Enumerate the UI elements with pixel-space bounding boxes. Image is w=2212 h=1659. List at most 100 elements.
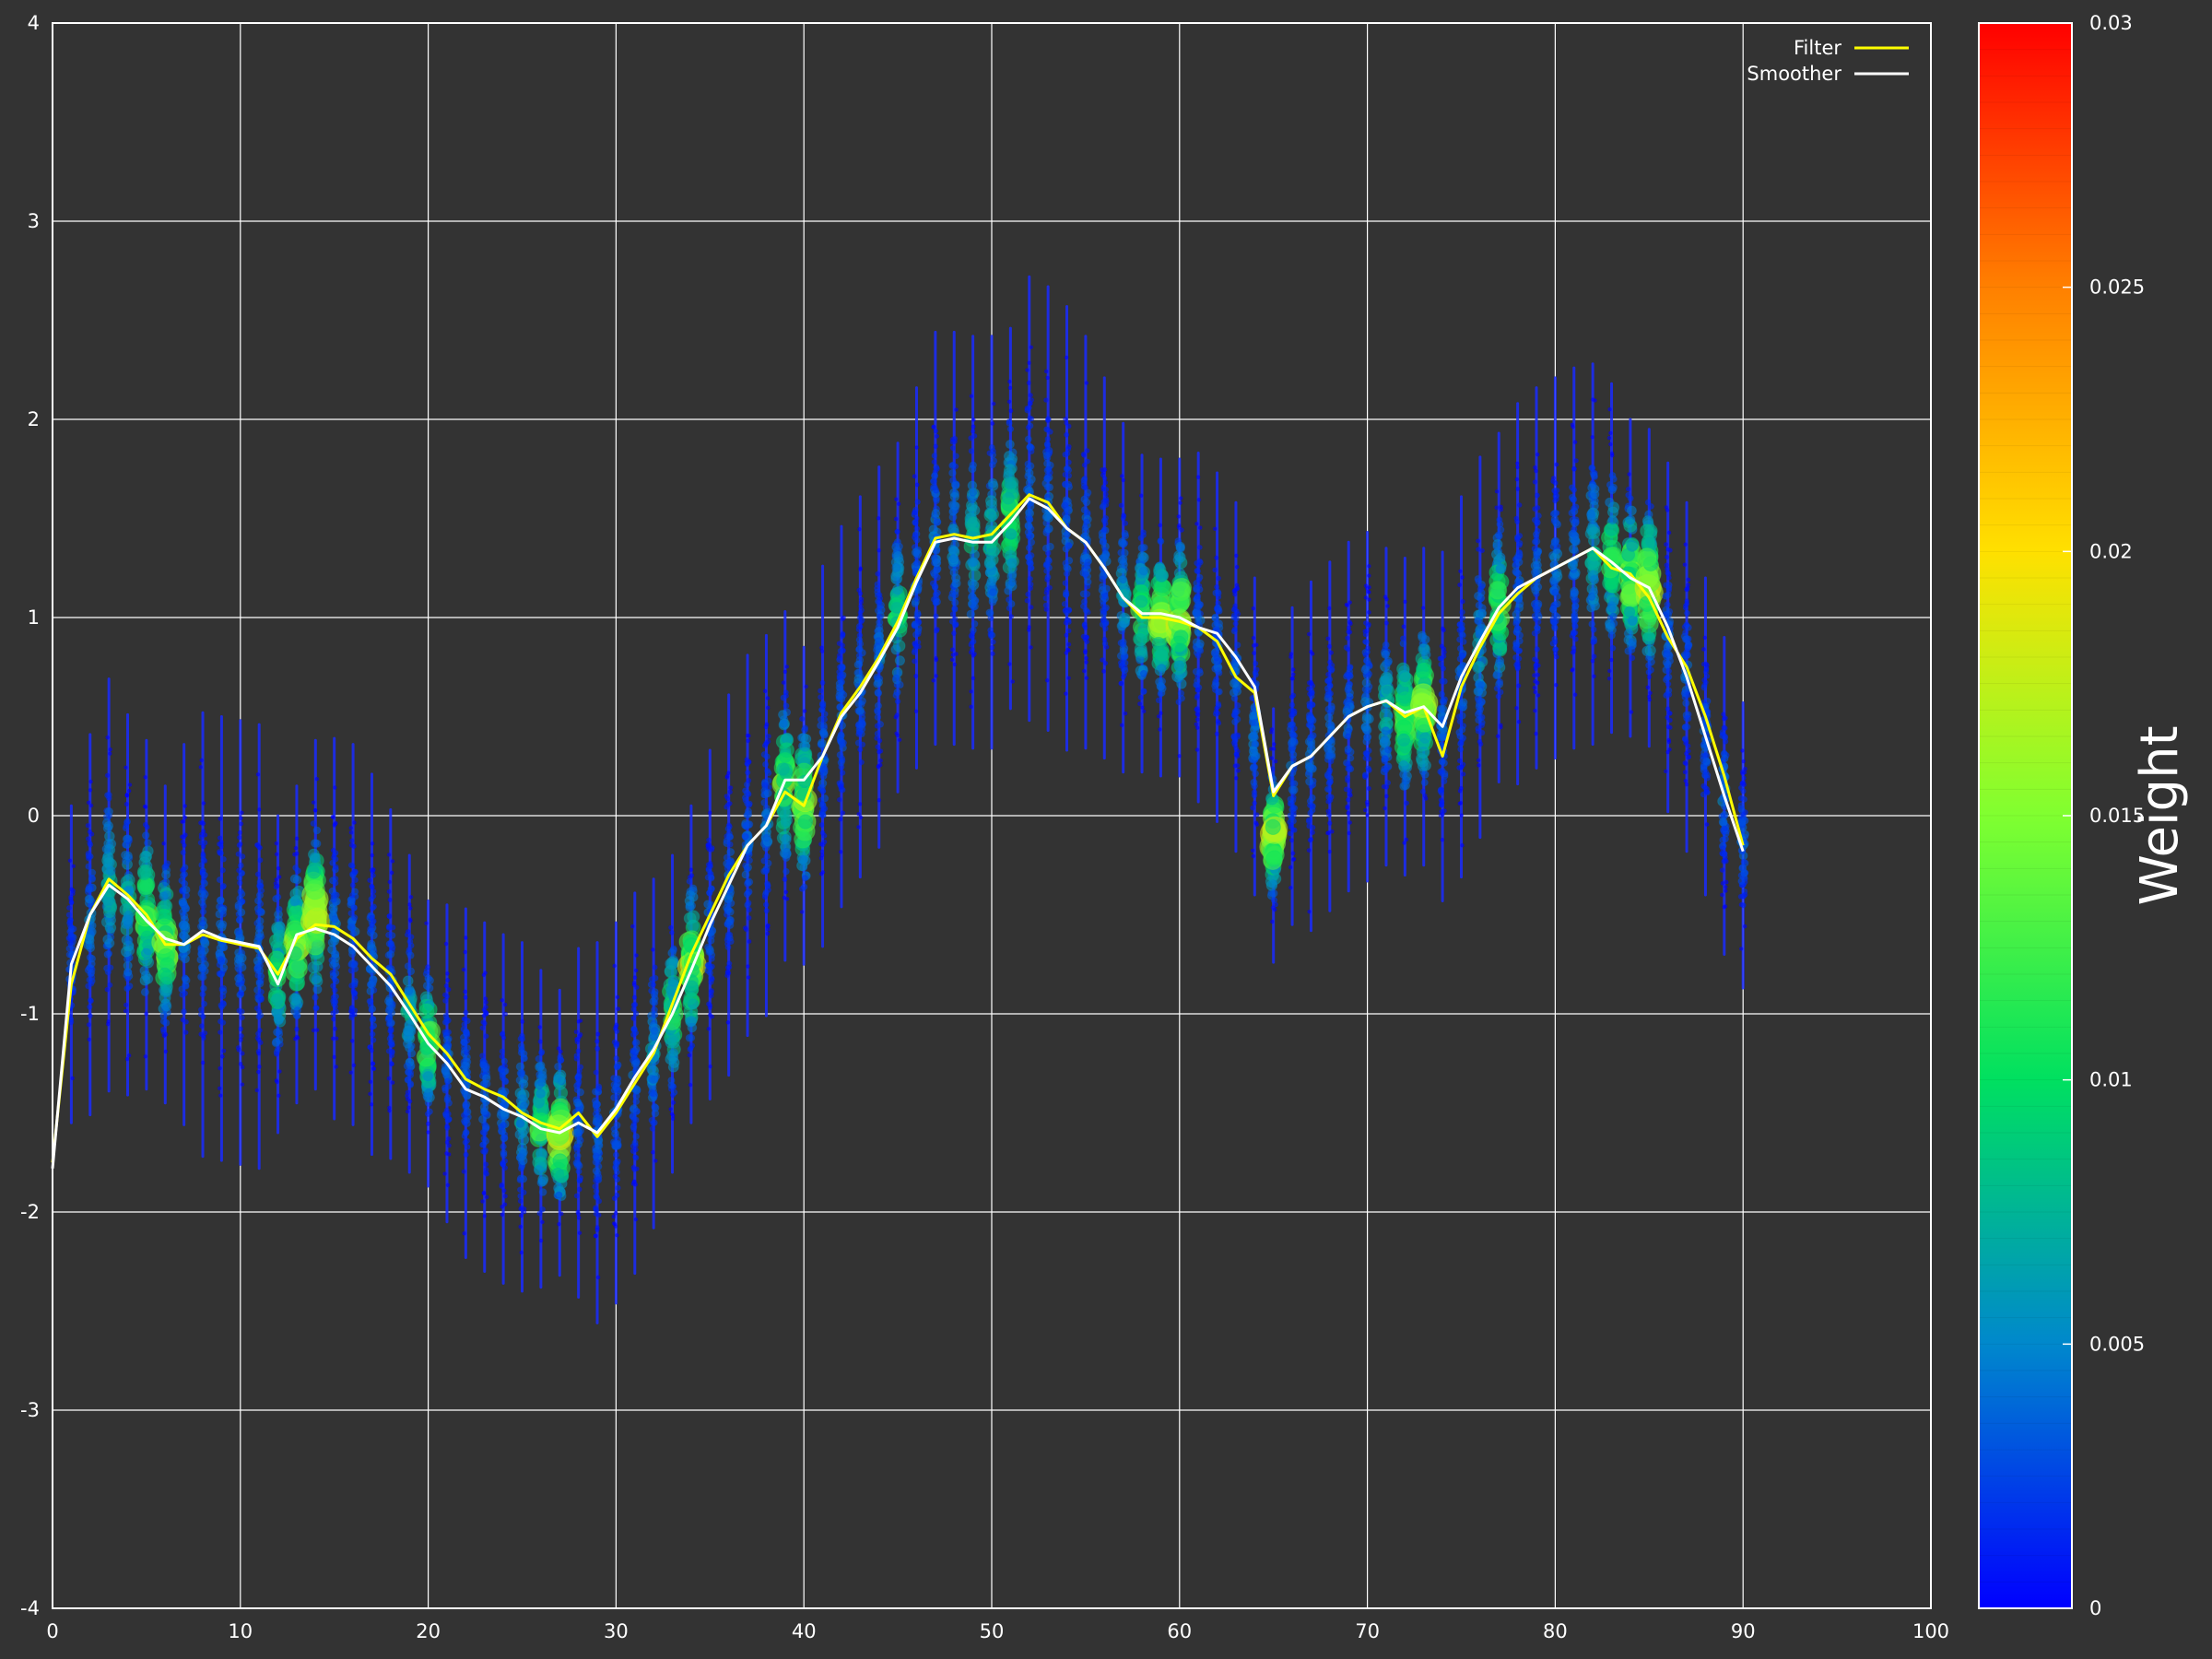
- particle: [518, 1078, 529, 1089]
- particle: [368, 1005, 377, 1013]
- particle: [257, 844, 264, 851]
- particle: [1065, 423, 1072, 429]
- particle: [1365, 802, 1370, 807]
- particle: [443, 941, 449, 947]
- particle: [1309, 689, 1315, 696]
- particle: [821, 711, 829, 718]
- particle: [853, 660, 863, 669]
- particle: [443, 1030, 451, 1037]
- particle: [983, 556, 996, 569]
- particle: [501, 1077, 510, 1086]
- particle: [876, 592, 883, 598]
- particle: [819, 649, 825, 653]
- particle: [1347, 793, 1353, 798]
- particle: [102, 823, 113, 833]
- particle: [1287, 795, 1295, 804]
- particle: [405, 1089, 411, 1096]
- particle: [126, 788, 132, 794]
- particle: [370, 853, 375, 858]
- particle: [1043, 459, 1052, 468]
- particle: [615, 1232, 619, 1238]
- particle: [386, 913, 393, 920]
- particle: [651, 1109, 660, 1118]
- particle: [253, 841, 260, 848]
- particle: [668, 924, 674, 931]
- particle: [1366, 609, 1371, 615]
- particle: [256, 907, 265, 915]
- particle: [352, 877, 359, 884]
- particle: [746, 777, 752, 783]
- particle: [519, 1205, 524, 1210]
- particle: [1345, 804, 1350, 809]
- particle: [183, 1018, 189, 1025]
- particle: [1158, 727, 1162, 732]
- particle: [1360, 722, 1371, 732]
- particle: [707, 936, 715, 945]
- particle: [934, 657, 939, 663]
- particle: [930, 483, 937, 491]
- particle: [593, 1233, 598, 1239]
- particle: [87, 841, 94, 848]
- particle: [120, 946, 132, 958]
- particle: [1233, 746, 1240, 752]
- particle: [1215, 700, 1222, 708]
- particle: [858, 815, 864, 820]
- particle: [70, 1076, 76, 1081]
- particle: [595, 1198, 603, 1205]
- particle: [1251, 751, 1260, 761]
- particle: [594, 1225, 600, 1230]
- particle: [500, 1035, 507, 1041]
- particle: [1044, 524, 1053, 534]
- particle: [747, 938, 752, 944]
- particle: [649, 1125, 656, 1132]
- particle: [652, 974, 659, 982]
- particle: [182, 842, 187, 848]
- particle: [725, 1020, 731, 1025]
- particle: [517, 1042, 525, 1050]
- particle: [538, 1048, 546, 1055]
- particle: [1364, 628, 1371, 634]
- particle: [1027, 538, 1036, 547]
- particle: [595, 1115, 604, 1124]
- particle: [330, 959, 340, 968]
- particle: [535, 1088, 546, 1099]
- particle: [854, 700, 864, 708]
- particle: [776, 762, 790, 776]
- particle: [371, 866, 376, 873]
- particle: [1234, 775, 1239, 781]
- particle: [573, 1147, 581, 1154]
- particle: [839, 665, 846, 672]
- particle: [237, 953, 247, 963]
- particle: [164, 860, 171, 867]
- particle: [463, 1116, 471, 1124]
- particle: [874, 688, 883, 698]
- particle: [683, 991, 698, 1006]
- particle: [876, 764, 881, 770]
- particle: [1265, 850, 1283, 867]
- particle: [891, 562, 901, 573]
- particle: [1024, 553, 1032, 561]
- particle: [784, 665, 790, 669]
- particle: [484, 1194, 489, 1200]
- particle: [1081, 527, 1090, 535]
- particle: [1214, 588, 1221, 595]
- particle: [1211, 682, 1219, 690]
- particle: [386, 949, 395, 959]
- particle: [591, 1097, 599, 1105]
- particle: [1195, 562, 1202, 569]
- particle: [533, 1164, 545, 1176]
- particle: [407, 917, 413, 922]
- particle: [463, 1009, 469, 1016]
- particle: [441, 1066, 451, 1077]
- particle: [1215, 718, 1221, 724]
- particle: [665, 1053, 677, 1065]
- particle: [1252, 800, 1257, 806]
- particle: [1083, 650, 1088, 655]
- particle: [1123, 520, 1129, 526]
- particle: [503, 1011, 509, 1017]
- particle: [253, 897, 263, 905]
- particle: [86, 800, 91, 806]
- particle: [294, 1026, 300, 1032]
- particle: [309, 852, 321, 864]
